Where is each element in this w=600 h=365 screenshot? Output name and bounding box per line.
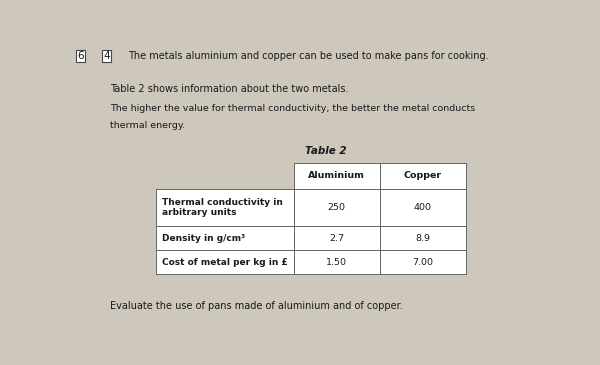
- Text: 400: 400: [413, 203, 431, 212]
- Text: 1.50: 1.50: [326, 258, 347, 267]
- Bar: [293, 163, 380, 189]
- Text: 6: 6: [77, 51, 84, 61]
- Text: Table 2 shows information about the two metals.: Table 2 shows information about the two …: [110, 84, 349, 94]
- Text: 2.7: 2.7: [329, 234, 344, 243]
- Bar: [380, 163, 466, 189]
- Text: The higher the value for thermal conductivity, the better the metal conducts: The higher the value for thermal conduct…: [110, 104, 475, 113]
- Bar: [380, 250, 466, 274]
- Text: 250: 250: [328, 203, 346, 212]
- Text: Density in g/cm³: Density in g/cm³: [162, 234, 245, 243]
- Text: Aluminium: Aluminium: [308, 172, 365, 180]
- Text: Thermal conductivity in
arbitrary units: Thermal conductivity in arbitrary units: [162, 198, 283, 217]
- Bar: [380, 226, 466, 250]
- Text: Copper: Copper: [404, 172, 442, 180]
- Text: 8.9: 8.9: [415, 234, 430, 243]
- Text: 7.00: 7.00: [412, 258, 433, 267]
- Text: Cost of metal per kg in £: Cost of metal per kg in £: [162, 258, 288, 267]
- Bar: [293, 226, 380, 250]
- Bar: [293, 250, 380, 274]
- Text: The metals aluminium and copper can be used to make pans for cooking.: The metals aluminium and copper can be u…: [128, 51, 489, 61]
- Text: thermal energy.: thermal energy.: [110, 121, 185, 130]
- Text: 4: 4: [103, 51, 110, 61]
- Bar: [157, 250, 293, 274]
- Bar: [157, 226, 293, 250]
- Text: Table 2: Table 2: [305, 146, 347, 155]
- Bar: [157, 163, 293, 189]
- Text: Evaluate the use of pans made of aluminium and of copper.: Evaluate the use of pans made of alumini…: [110, 301, 403, 311]
